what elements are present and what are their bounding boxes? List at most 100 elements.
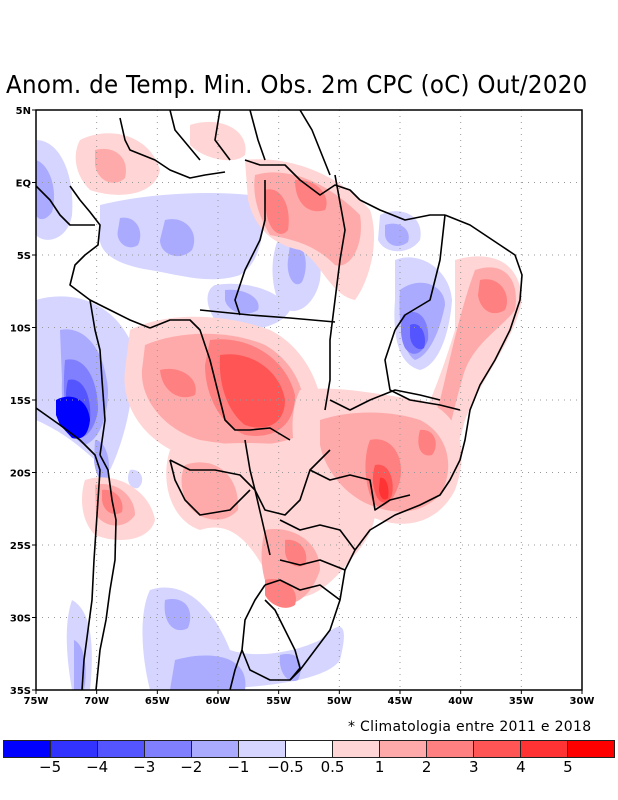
venezuela-brazil-border bbox=[119, 117, 226, 179]
guianas-borders bbox=[169, 110, 331, 176]
maranhao-border bbox=[359, 199, 445, 221]
lat-label: 5S bbox=[17, 251, 31, 262]
brazil-northwest-border bbox=[69, 185, 151, 329]
anomaly-area-para-north-strong2 bbox=[295, 179, 327, 212]
anomaly-area-bolivia-east bbox=[160, 368, 196, 398]
lat-label: 35S bbox=[10, 686, 31, 697]
positive-anomaly-areas bbox=[75, 121, 522, 608]
lon-label: 50W bbox=[327, 696, 352, 707]
coastline-pacific bbox=[36, 407, 101, 690]
anomaly-area-guianas bbox=[190, 121, 246, 161]
lon-label: 30W bbox=[570, 696, 595, 707]
maranhao-piaui-border bbox=[394, 214, 446, 331]
colorbar-label: −1 bbox=[227, 758, 250, 776]
bolivia-brazil-border bbox=[149, 319, 291, 441]
anomaly-area-paraguay bbox=[181, 462, 239, 520]
anomaly-area-north-chile bbox=[94, 440, 110, 482]
rio-grande-do-sul-border bbox=[264, 579, 341, 601]
climatology-note: * Climatologia entre 2011 e 2018 bbox=[348, 719, 592, 735]
colorbar bbox=[3, 740, 615, 758]
lon-label: 55W bbox=[266, 696, 291, 707]
anomaly-area-para-north-strong1 bbox=[265, 189, 289, 234]
colorbar-label: −5 bbox=[39, 758, 62, 776]
anomaly-area-rs-north bbox=[265, 579, 296, 608]
paraguay-north-border bbox=[169, 459, 251, 516]
lat-label: EQ bbox=[16, 179, 31, 190]
colorbar-swatch bbox=[145, 741, 192, 757]
longitude-labels: 75W 70W 65W 60W 55W 50W 45W 40W 35W 30W bbox=[24, 690, 595, 707]
anomaly-area-venezuela-core bbox=[95, 148, 126, 183]
rio-de-la-plata bbox=[229, 649, 243, 690]
colorbar-swatch bbox=[239, 741, 286, 757]
colorbar-swatch bbox=[474, 741, 521, 757]
lon-label: 45W bbox=[388, 696, 413, 707]
anomaly-area-espirito-santo bbox=[418, 429, 436, 456]
lat-label: 25S bbox=[10, 541, 31, 552]
colorbar-label: 2 bbox=[421, 758, 432, 776]
lon-label: 60W bbox=[206, 696, 231, 707]
colorbar-swatch bbox=[521, 741, 568, 757]
lat-label: 10S bbox=[10, 324, 31, 335]
anomaly-area-minas-core bbox=[379, 477, 389, 500]
colorbar-label: −3 bbox=[133, 758, 156, 776]
colorbar-swatch bbox=[568, 741, 614, 757]
uruguay-border bbox=[241, 584, 301, 681]
lat-label: 5N bbox=[16, 106, 31, 117]
colorbar-swatch bbox=[51, 741, 98, 757]
colorbar-label: 4 bbox=[516, 758, 526, 776]
latitude-labels: 5N EQ 5S 10S 15S 20S 25S 30S 35S bbox=[10, 106, 36, 697]
colorbar-label: −4 bbox=[86, 758, 109, 776]
lon-label: 65W bbox=[145, 696, 170, 707]
anomaly-area-central-amazon-core1 bbox=[160, 219, 195, 257]
anomaly-area-mato-grosso-vstrong bbox=[219, 354, 285, 428]
anomaly-shading bbox=[36, 121, 522, 690]
northeast-coast bbox=[289, 214, 523, 681]
amapa-para-border bbox=[244, 159, 361, 201]
anomaly-area-northeast-coast-strong bbox=[478, 279, 508, 314]
anomaly-area-argentina-south-core1 bbox=[164, 599, 191, 631]
colorbar-swatch bbox=[380, 741, 427, 757]
lon-label: 40W bbox=[448, 696, 473, 707]
tocantins-border bbox=[324, 174, 346, 411]
lon-label: 35W bbox=[509, 696, 534, 707]
ecuador-peru-border bbox=[36, 185, 95, 226]
anomaly-area-piaui-bahia-core bbox=[410, 324, 426, 350]
sao-paulo-border bbox=[309, 469, 411, 511]
colorbar-swatch bbox=[333, 741, 380, 757]
colorbar-label: −0.5 bbox=[267, 758, 304, 776]
anomaly-area-parana-core bbox=[285, 539, 307, 567]
bahia-border bbox=[384, 329, 461, 411]
anomaly-area-mato-grosso-small bbox=[127, 469, 143, 489]
goias-minas-border bbox=[329, 389, 441, 411]
anomaly-area-central-amazon-core2 bbox=[117, 217, 141, 248]
colorbar-label: 1 bbox=[374, 758, 385, 776]
negative-anomaly-areas bbox=[36, 140, 452, 690]
anomaly-map: 5N EQ 5S 10S 15S 20S 25S 30S 35S 75W 70W 65W 60W 55W… bbox=[10, 106, 595, 707]
lat-label: 20S bbox=[10, 469, 31, 480]
colorbar-label: 0.5 bbox=[320, 758, 345, 776]
colorbar-swatch bbox=[4, 741, 51, 757]
map-title: Anom. de Temp. Min. Obs. 2m CPC (oC) Out… bbox=[6, 70, 588, 99]
anomaly-area-west-peru-core bbox=[36, 160, 55, 220]
colorbar-label: 5 bbox=[563, 758, 573, 776]
lon-label: 70W bbox=[84, 696, 109, 707]
anomaly-area-argentina-south-core2 bbox=[170, 655, 246, 690]
peru-bolivia-border bbox=[89, 299, 106, 456]
colorbar-swatch bbox=[286, 741, 333, 757]
para-mato-grosso-border bbox=[199, 309, 336, 323]
argentina-paraguay-border bbox=[169, 459, 271, 556]
colorbar-swatch bbox=[192, 741, 239, 757]
colorbar-swatch bbox=[427, 741, 474, 757]
chile-argentina-border bbox=[95, 454, 117, 690]
parana-border bbox=[279, 519, 356, 551]
anomaly-area-maranhao-core bbox=[385, 223, 409, 246]
colorbar-label: 3 bbox=[468, 758, 479, 776]
anomaly-area-para-south-core bbox=[287, 244, 306, 285]
anomaly-area-rondonia-core bbox=[225, 289, 259, 314]
colorbar-swatch bbox=[98, 741, 145, 757]
lat-label: 15S bbox=[10, 396, 31, 407]
mato-grosso-sul-border bbox=[244, 439, 331, 516]
country-boundaries bbox=[36, 110, 523, 690]
lon-label: 75W bbox=[24, 696, 49, 707]
lat-label: 30S bbox=[10, 614, 31, 625]
